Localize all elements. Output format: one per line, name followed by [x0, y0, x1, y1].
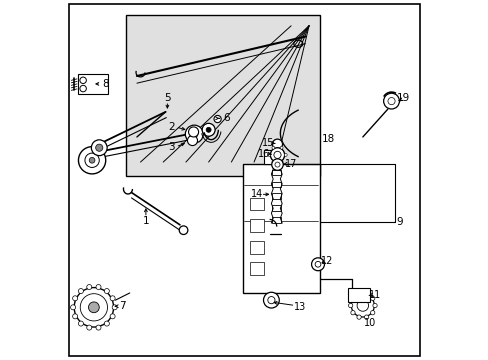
Circle shape: [370, 296, 374, 301]
Text: 6: 6: [223, 113, 229, 123]
Circle shape: [88, 302, 99, 313]
Circle shape: [96, 284, 101, 289]
Circle shape: [86, 325, 92, 330]
Bar: [272, 193, 281, 199]
Circle shape: [80, 85, 86, 92]
Circle shape: [187, 135, 197, 145]
Bar: [242, 164, 319, 293]
Circle shape: [80, 77, 86, 84]
Bar: [348, 288, 369, 302]
Text: 19: 19: [396, 93, 409, 103]
Bar: [126, 15, 319, 176]
Text: 14: 14: [250, 189, 262, 199]
Circle shape: [202, 123, 215, 136]
Bar: [249, 262, 264, 275]
Bar: [78, 74, 108, 94]
Circle shape: [78, 288, 83, 293]
Circle shape: [280, 161, 283, 163]
Circle shape: [356, 315, 361, 319]
Circle shape: [314, 261, 320, 267]
Circle shape: [96, 325, 101, 330]
Text: 5: 5: [164, 93, 170, 103]
Circle shape: [78, 147, 105, 174]
Circle shape: [271, 159, 283, 170]
Circle shape: [311, 258, 324, 271]
Circle shape: [387, 98, 394, 105]
Text: 3: 3: [168, 142, 175, 152]
Circle shape: [70, 305, 76, 310]
Circle shape: [267, 297, 274, 304]
Circle shape: [364, 292, 368, 296]
Circle shape: [267, 153, 270, 156]
Circle shape: [274, 162, 280, 167]
Circle shape: [73, 296, 78, 301]
Text: 11: 11: [368, 290, 381, 300]
Text: 10: 10: [363, 319, 375, 328]
Bar: [272, 181, 281, 187]
Text: 16: 16: [258, 149, 270, 159]
Text: 7: 7: [119, 301, 125, 311]
Circle shape: [73, 314, 78, 319]
Circle shape: [86, 284, 92, 289]
Bar: [249, 241, 264, 253]
Circle shape: [270, 148, 284, 162]
Text: 9: 9: [395, 217, 402, 227]
Circle shape: [185, 125, 203, 143]
Circle shape: [356, 292, 361, 296]
Circle shape: [112, 305, 117, 310]
Circle shape: [74, 288, 113, 327]
Circle shape: [206, 127, 211, 132]
Circle shape: [351, 294, 373, 317]
Circle shape: [364, 315, 368, 319]
Text: 8: 8: [102, 79, 108, 89]
Circle shape: [110, 296, 115, 301]
Circle shape: [350, 296, 354, 301]
Text: 2: 2: [168, 122, 175, 132]
Circle shape: [78, 321, 83, 326]
Circle shape: [85, 153, 99, 167]
Circle shape: [273, 151, 281, 158]
Circle shape: [370, 311, 374, 315]
Circle shape: [350, 311, 354, 315]
Circle shape: [91, 140, 107, 156]
Text: 17: 17: [285, 159, 297, 169]
Circle shape: [110, 314, 115, 319]
Circle shape: [179, 226, 187, 234]
Circle shape: [271, 146, 274, 149]
Bar: [272, 217, 281, 223]
Circle shape: [356, 300, 368, 311]
Text: 13: 13: [293, 302, 305, 312]
Circle shape: [104, 288, 109, 293]
Circle shape: [348, 303, 352, 308]
Text: 18: 18: [322, 134, 335, 144]
Circle shape: [214, 116, 221, 123]
Circle shape: [383, 93, 399, 109]
Circle shape: [263, 292, 279, 308]
Bar: [272, 170, 281, 175]
Bar: [272, 206, 281, 211]
Bar: [264, 149, 278, 164]
Circle shape: [104, 321, 109, 326]
Circle shape: [284, 153, 286, 156]
Bar: [249, 198, 264, 211]
Circle shape: [188, 127, 198, 137]
Circle shape: [80, 294, 107, 321]
Circle shape: [372, 303, 376, 308]
Text: 1: 1: [142, 216, 149, 226]
Circle shape: [271, 161, 274, 163]
Text: 15: 15: [261, 138, 273, 148]
Circle shape: [96, 144, 102, 151]
Circle shape: [272, 139, 282, 149]
Text: 12: 12: [320, 256, 332, 266]
Bar: [249, 220, 264, 232]
Circle shape: [89, 157, 95, 163]
Circle shape: [190, 131, 198, 138]
Circle shape: [280, 146, 283, 149]
